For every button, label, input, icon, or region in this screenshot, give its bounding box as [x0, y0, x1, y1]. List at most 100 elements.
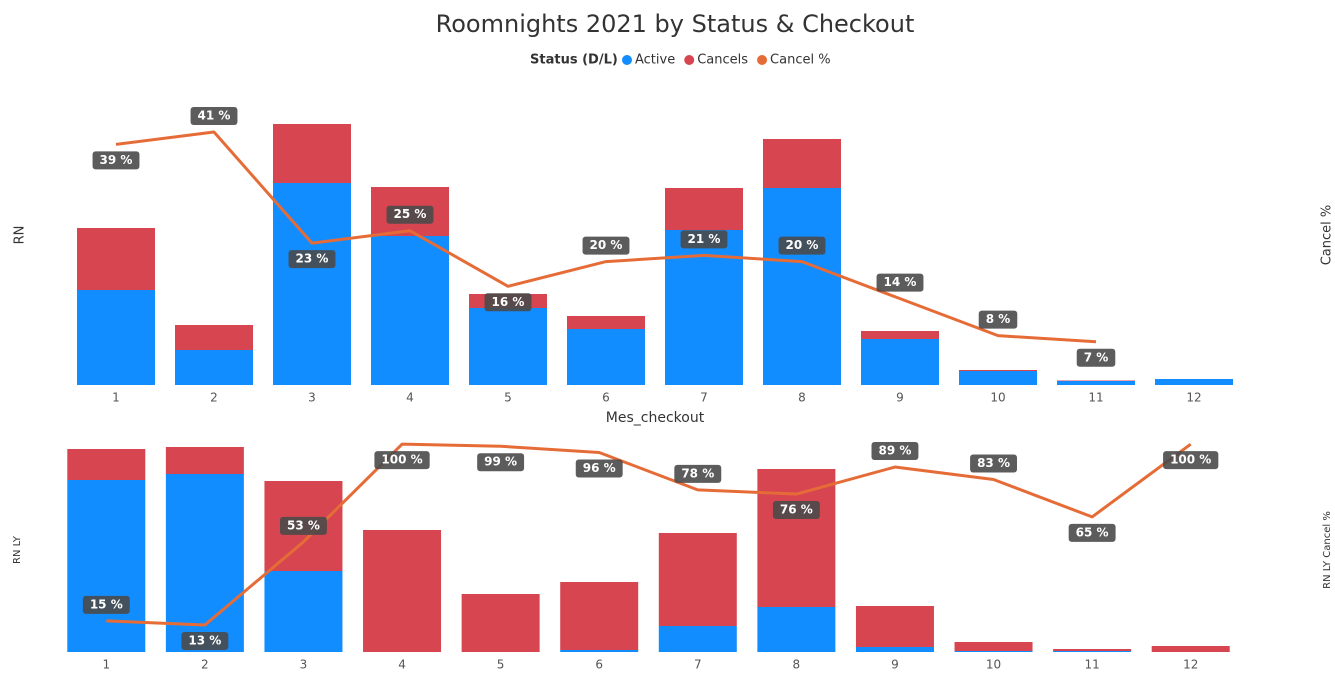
- data-label-box: [674, 464, 722, 483]
- data-label: 20 %: [582, 236, 630, 255]
- bar: [567, 316, 645, 329]
- bar: [1053, 651, 1132, 652]
- data-label: 13 %: [181, 631, 229, 650]
- bar: [757, 469, 836, 607]
- bar: [175, 325, 253, 350]
- x-tick-label: 10: [986, 658, 1001, 672]
- data-label: 20 %: [778, 236, 826, 255]
- bar: [264, 571, 343, 652]
- data-label: 89 %: [871, 442, 919, 461]
- x-tick-label: 3: [308, 391, 316, 405]
- legend-marker: [622, 55, 632, 65]
- data-label: 96 %: [575, 459, 623, 478]
- data-label-text: 83 %: [977, 456, 1010, 470]
- bar: [959, 371, 1037, 385]
- data-label-box: [970, 454, 1017, 473]
- data-label-text: 13 %: [188, 633, 221, 647]
- data-label-text: 100 %: [1170, 453, 1211, 467]
- data-label: 25 %: [386, 205, 434, 224]
- data-label: 99 %: [477, 453, 525, 472]
- x-tick-label: 10: [990, 391, 1005, 405]
- bar: [954, 642, 1033, 651]
- data-label: 23 %: [288, 250, 336, 269]
- bar: [165, 474, 244, 652]
- data-label: 14 %: [876, 273, 924, 292]
- bar: [273, 124, 351, 183]
- bar: [567, 329, 645, 385]
- data-label-box: [477, 453, 525, 472]
- data-label-box: [82, 595, 130, 614]
- y2-axis-label: RN LY Cancel %: [1322, 511, 1333, 589]
- x-tick-label: 2: [201, 658, 209, 672]
- x-tick-label: 1: [112, 391, 120, 405]
- x-tick-label: 5: [497, 658, 505, 672]
- x-tick-label: 9: [896, 391, 904, 405]
- bar: [757, 607, 836, 652]
- bar: [855, 647, 934, 652]
- data-label-text: 20 %: [590, 238, 623, 252]
- data-label-text: 14 %: [884, 275, 917, 289]
- data-label: 7 %: [1076, 348, 1116, 367]
- data-label: 39 %: [92, 151, 140, 170]
- bar: [67, 480, 146, 652]
- bar: [1155, 379, 1233, 385]
- data-label-box: [288, 250, 336, 269]
- x-tick-label: 9: [891, 658, 899, 672]
- chart-title: Roomnights 2021 by Status & Checkout: [436, 10, 915, 38]
- data-label-text: 53 %: [287, 518, 320, 532]
- bar: [273, 183, 351, 385]
- data-label-text: 41 %: [198, 109, 231, 123]
- bar: [959, 370, 1037, 371]
- data-label-text: 20 %: [786, 238, 819, 252]
- bar: [658, 626, 737, 652]
- line: [115, 130, 1097, 344]
- data-label-text: 25 %: [394, 207, 427, 221]
- x-tick-label: 12: [1186, 391, 1201, 405]
- y-axis-label: RN: [13, 226, 28, 245]
- x-tick-label: 1: [102, 658, 110, 672]
- data-label: 16 %: [484, 293, 532, 312]
- data-label-box: [1163, 451, 1219, 470]
- data-label-box: [386, 205, 434, 224]
- bar: [665, 230, 743, 385]
- bar: [861, 339, 939, 385]
- legend-title: Status (D/L): [530, 53, 618, 68]
- x-tick-label: 12: [1183, 658, 1198, 672]
- data-label-text: 8 %: [986, 312, 1011, 326]
- data-label: 100 %: [374, 451, 430, 470]
- bar: [560, 582, 639, 650]
- x-tick-label: 7: [700, 391, 708, 405]
- bar: [560, 650, 639, 652]
- y-axis-label: RN LY: [12, 535, 23, 564]
- data-label-box: [374, 451, 430, 470]
- data-label-text: 15 %: [90, 597, 123, 611]
- line: [106, 442, 1192, 627]
- data-label-box: [778, 236, 826, 255]
- x-tick-label: 8: [798, 391, 806, 405]
- data-label-text: 78 %: [681, 466, 714, 480]
- bar: [1057, 380, 1135, 381]
- data-label-box: [876, 273, 924, 292]
- data-label: 53 %: [280, 516, 327, 535]
- x-tick-label: 11: [1088, 391, 1103, 405]
- bar: [175, 350, 253, 385]
- data-label: 15 %: [82, 595, 130, 614]
- x-tick-label: 6: [602, 391, 610, 405]
- bar: [1057, 381, 1135, 385]
- bar: [469, 308, 547, 385]
- data-label: 76 %: [772, 501, 820, 520]
- data-label-box: [484, 293, 532, 312]
- data-label-text: 96 %: [583, 461, 616, 475]
- data-label: 100 %: [1163, 451, 1219, 470]
- bar: [1151, 646, 1230, 652]
- bar: [855, 606, 934, 647]
- data-label: 83 %: [970, 454, 1017, 473]
- bar: [363, 530, 442, 652]
- data-label-text: 39 %: [100, 153, 133, 167]
- x-tick-label: 11: [1084, 658, 1099, 672]
- bar: [165, 447, 244, 474]
- bar: [763, 188, 841, 385]
- bar: [77, 290, 155, 385]
